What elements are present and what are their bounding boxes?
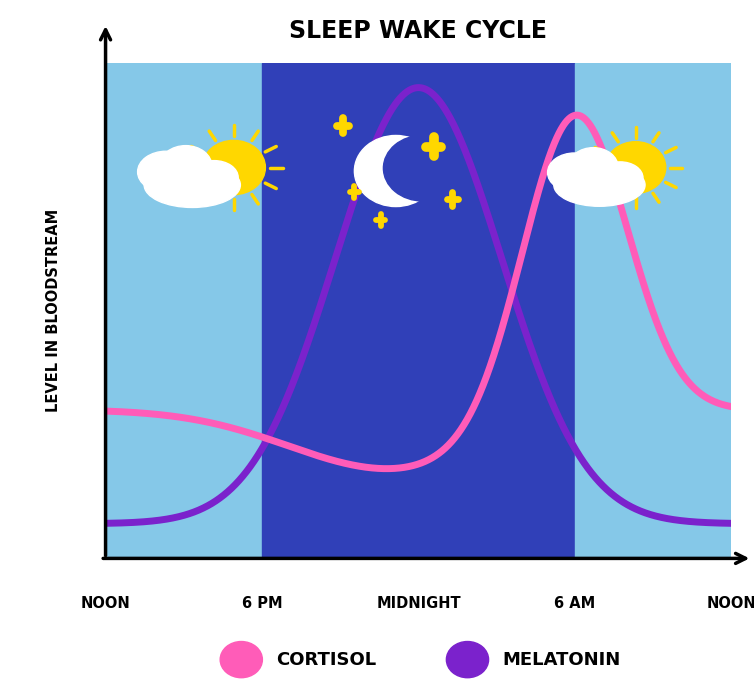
- Text: 6 AM: 6 AM: [554, 595, 596, 611]
- Bar: [262, 63, 575, 558]
- Text: MELATONIN: MELATONIN: [502, 651, 621, 669]
- Bar: [106, 63, 262, 558]
- Text: MIDNIGHT: MIDNIGHT: [376, 595, 461, 611]
- Bar: [575, 63, 731, 558]
- Text: NOON: NOON: [81, 595, 130, 611]
- Text: NOON: NOON: [706, 595, 754, 611]
- Title: SLEEP WAKE CYCLE: SLEEP WAKE CYCLE: [290, 19, 547, 43]
- Text: LEVEL IN BLOODSTREAM: LEVEL IN BLOODSTREAM: [46, 209, 61, 413]
- Text: 6 PM: 6 PM: [242, 595, 282, 611]
- Text: CORTISOL: CORTISOL: [276, 651, 376, 669]
